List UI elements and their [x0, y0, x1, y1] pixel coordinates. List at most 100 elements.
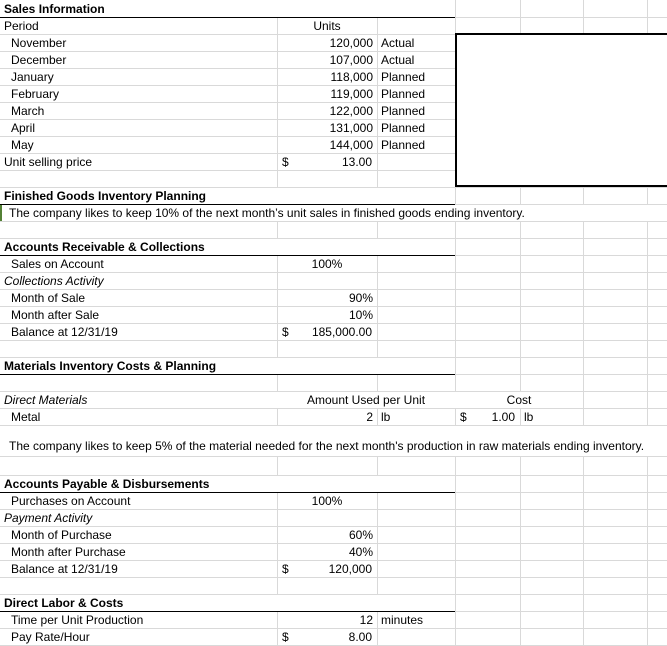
unit-metal-cost[interactable]: lb — [524, 410, 534, 424]
embedded-object-placeholder[interactable] — [455, 33, 667, 187]
currency-symbol: $ — [282, 155, 289, 169]
value-ar-balance[interactable]: $ 185,000.00 — [277, 324, 377, 340]
label-may[interactable]: May — [11, 138, 34, 152]
section-title-finished-goods[interactable]: Finished Goods Inventory Planning — [0, 188, 455, 204]
row-accounts-receivable-header: Accounts Receivable & Collections — [0, 239, 667, 256]
amount-value: 185,000.00 — [311, 325, 372, 339]
label-metal[interactable]: Metal — [11, 410, 41, 424]
status-december[interactable]: Actual — [381, 53, 415, 67]
row-april: April 131,000 Planned — [0, 120, 667, 137]
label-december[interactable]: December — [11, 53, 67, 67]
section-title-sales-information[interactable]: Sales Information — [0, 0, 455, 17]
section-title-direct-labor[interactable]: Direct Labor & Costs — [0, 595, 455, 611]
label-ar-balance[interactable]: Balance at 12/31/19 — [11, 325, 118, 339]
unit-metal-amount[interactable]: lb — [381, 410, 391, 424]
value-march-units[interactable]: 122,000 — [329, 104, 373, 118]
value-unit-selling-price[interactable]: $ 13.00 — [277, 154, 377, 170]
row-month-of-purchase: Month of Purchase 60% — [0, 527, 667, 544]
amount-value: 120,000 — [328, 562, 372, 576]
amount-value: 13.00 — [341, 155, 372, 169]
label-unit-selling-price[interactable]: Unit selling price — [4, 155, 93, 169]
label-direct-materials[interactable]: Direct Materials — [4, 393, 88, 407]
value-month-after-purchase[interactable]: 40% — [348, 545, 373, 559]
label-collections-activity[interactable]: Collections Activity — [4, 274, 104, 288]
value-month-of-sale[interactable]: 90% — [348, 291, 373, 305]
header-period[interactable]: Period — [4, 19, 39, 33]
section-title-materials[interactable]: Materials Inventory Costs & Planning — [0, 358, 455, 374]
currency-symbol: $ — [460, 410, 467, 424]
note-materials[interactable]: The company likes to keep 5% of the mate… — [0, 426, 667, 456]
row-pay-rate: Pay Rate/Hour $ 8.00 — [0, 629, 667, 646]
status-february[interactable]: Planned — [381, 87, 426, 101]
value-time-per-unit[interactable]: 12 — [359, 613, 373, 627]
row-materials-column-headers: Direct Materials Amount Used per Unit Co… — [0, 392, 667, 409]
row-column-headers: Period Units — [0, 18, 667, 35]
row-collections-activity: Collections Activity — [0, 273, 667, 290]
value-purchases-on-account[interactable]: 100% — [311, 494, 343, 508]
header-cost[interactable]: Cost — [455, 392, 583, 408]
amount-value: 1.00 — [491, 410, 515, 424]
row-metal: Metal 2 lb $ 1.00 lb — [0, 409, 667, 426]
value-pay-rate[interactable]: $ 8.00 — [277, 629, 377, 645]
value-metal-cost[interactable]: $ 1.00 — [455, 409, 520, 425]
value-metal-amount[interactable]: 2 — [366, 410, 373, 424]
header-units[interactable]: Units — [313, 19, 341, 33]
empty-row — [0, 457, 667, 476]
label-march[interactable]: March — [11, 104, 45, 118]
value-december-units[interactable]: 107,000 — [329, 53, 373, 67]
status-may[interactable]: Planned — [381, 138, 426, 152]
value-may-units[interactable]: 144,000 — [329, 138, 373, 152]
label-month-after-sale[interactable]: Month after Sale — [11, 308, 100, 322]
label-sales-on-account[interactable]: Sales on Account — [11, 257, 104, 271]
note-finished-goods[interactable]: The company likes to keep 10% of the nex… — [0, 205, 667, 221]
label-february[interactable]: February — [11, 87, 60, 101]
label-ap-balance[interactable]: Balance at 12/31/19 — [11, 562, 118, 576]
value-ap-balance[interactable]: $ 120,000 — [277, 561, 377, 577]
row-november: November 120,000 Actual — [0, 35, 667, 52]
currency-symbol: $ — [282, 562, 289, 576]
label-month-after-purchase[interactable]: Month after Purchase — [11, 545, 126, 559]
label-month-of-purchase[interactable]: Month of Purchase — [11, 528, 112, 542]
section-title-accounts-receivable[interactable]: Accounts Receivable & Collections — [0, 239, 455, 255]
header-amount-used-per-unit[interactable]: Amount Used per Unit — [277, 392, 455, 408]
value-sales-on-account[interactable]: 100% — [311, 257, 343, 271]
label-january[interactable]: January — [11, 70, 54, 84]
status-january[interactable]: Planned — [381, 70, 426, 84]
section-title-accounts-payable[interactable]: Accounts Payable & Disbursements — [0, 476, 455, 492]
unit-time-per-unit[interactable]: minutes — [381, 613, 424, 627]
row-ap-balance: Balance at 12/31/19 $ 120,000 — [0, 561, 667, 578]
row-finished-goods-header: Finished Goods Inventory Planning — [0, 188, 667, 205]
label-november[interactable]: November — [11, 36, 67, 50]
status-march[interactable]: Planned — [381, 104, 426, 118]
row-march: March 122,000 Planned — [0, 103, 667, 120]
value-february-units[interactable]: 119,000 — [330, 87, 374, 101]
value-january-units[interactable]: 118,000 — [330, 70, 374, 84]
label-time-per-unit[interactable]: Time per Unit Production — [11, 613, 144, 627]
value-month-after-sale[interactable]: 10% — [348, 308, 373, 322]
row-sales-on-account: Sales on Account 100% — [0, 256, 667, 273]
row-accounts-payable-header: Accounts Payable & Disbursements — [0, 476, 667, 493]
status-november[interactable]: Actual — [381, 36, 415, 50]
empty-row — [0, 171, 667, 188]
empty-row — [0, 341, 667, 358]
row-sales-information-header: Sales Information — [0, 0, 667, 18]
label-payment-activity[interactable]: Payment Activity — [4, 511, 93, 525]
status-april[interactable]: Planned — [381, 121, 426, 135]
cell-flag-indicator — [0, 205, 2, 221]
row-finished-goods-note: The company likes to keep 10% of the nex… — [0, 205, 667, 222]
value-april-units[interactable]: 131,000 — [329, 121, 373, 135]
row-payment-activity: Payment Activity — [0, 510, 667, 527]
row-ar-balance: Balance at 12/31/19 $ 185,000.00 — [0, 324, 667, 341]
label-month-of-sale[interactable]: Month of Sale — [11, 291, 86, 305]
row-may: May 144,000 Planned — [0, 137, 667, 154]
amount-value: 8.00 — [348, 630, 372, 644]
value-month-of-purchase[interactable]: 60% — [348, 528, 373, 542]
row-month-after-purchase: Month after Purchase 40% — [0, 544, 667, 561]
label-pay-rate[interactable]: Pay Rate/Hour — [11, 630, 90, 644]
value-november-units[interactable]: 120,000 — [329, 36, 373, 50]
row-time-per-unit: Time per Unit Production 12 minutes — [0, 612, 667, 629]
label-purchases-on-account[interactable]: Purchases on Account — [11, 494, 131, 508]
label-april[interactable]: April — [11, 121, 36, 135]
row-february: February 119,000 Planned — [0, 86, 667, 103]
